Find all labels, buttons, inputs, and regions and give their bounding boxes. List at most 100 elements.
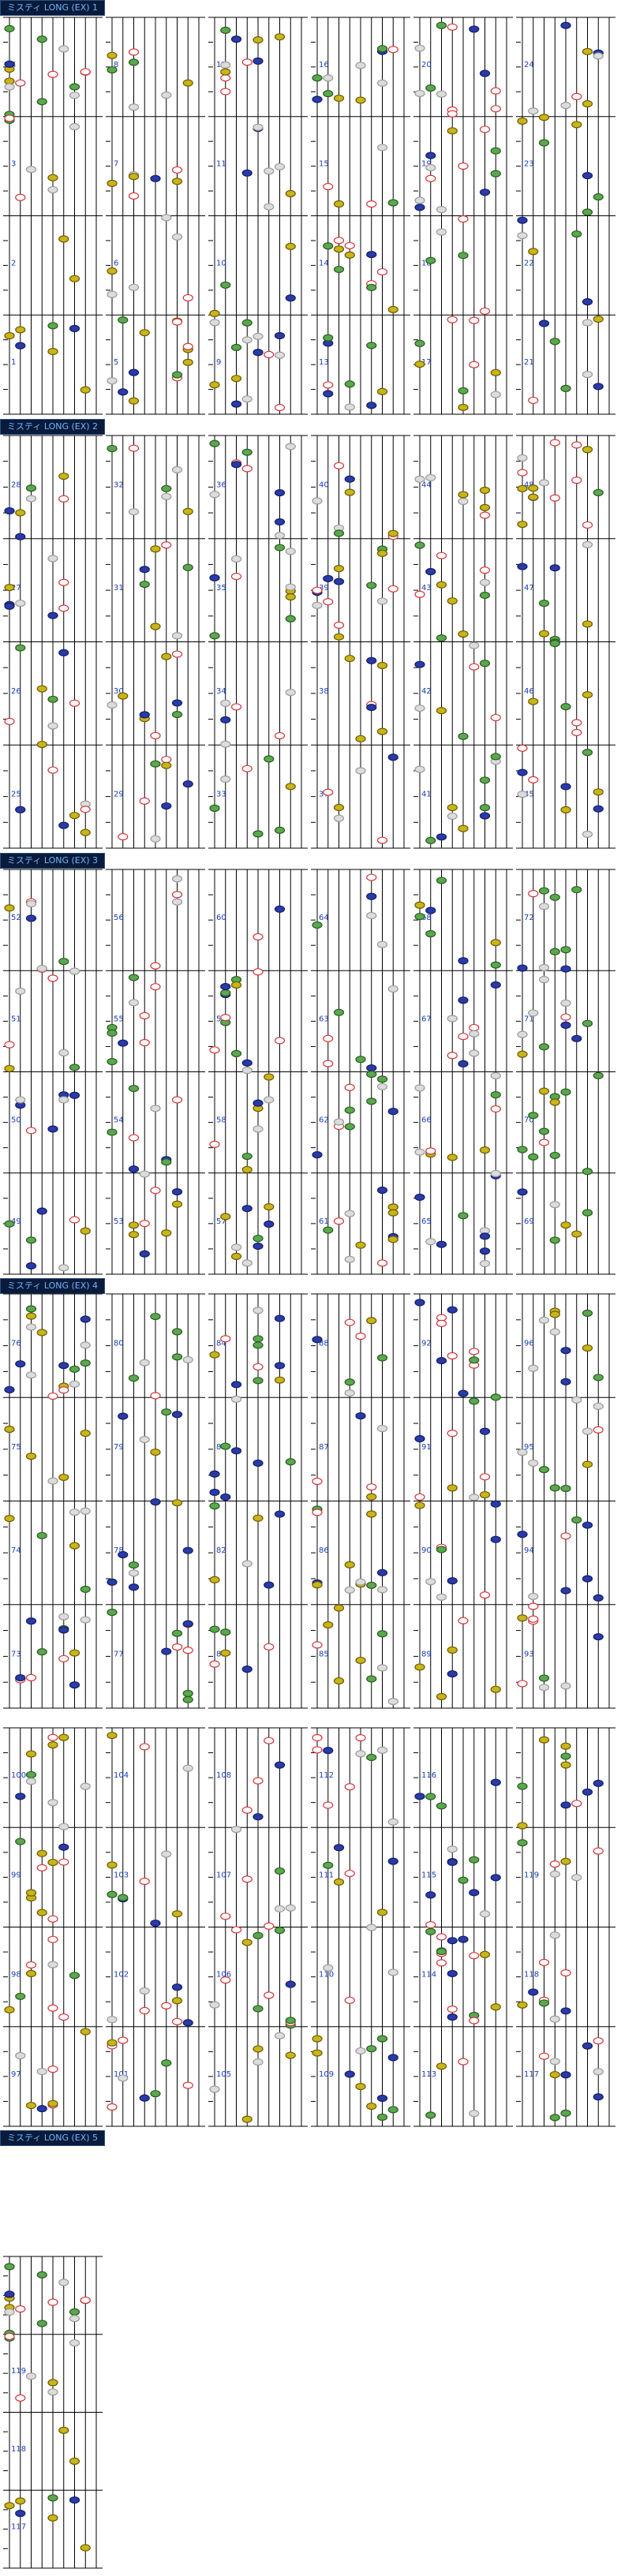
red-ring-note — [230, 1926, 242, 1934]
blue-note — [58, 1843, 69, 1851]
yellow-note — [517, 484, 528, 492]
red-ring-note — [47, 1935, 58, 1943]
red-ring-note — [69, 699, 80, 707]
red-ring-note — [344, 1083, 355, 1091]
red-ring-note — [25, 1673, 37, 1682]
yellow-note — [264, 1073, 275, 1081]
gray-note — [107, 377, 118, 385]
blue-note — [582, 2042, 593, 2050]
blue-note — [560, 783, 571, 791]
red-ring-note — [344, 1869, 355, 1878]
score-column: 89 90 91 92 — [413, 1293, 513, 1709]
green-note — [220, 989, 231, 997]
yellow-note — [528, 697, 539, 705]
gray-note — [80, 1341, 91, 1349]
red-ring-note — [528, 890, 539, 898]
measure-label: 27 — [11, 584, 21, 593]
yellow-note — [230, 375, 242, 383]
yellow-note — [69, 1649, 80, 1657]
gray-note — [220, 699, 231, 707]
measure-label: 118 — [11, 2445, 26, 2454]
green-note — [230, 1049, 242, 1057]
gray-note — [264, 203, 275, 211]
blue-note — [436, 833, 447, 841]
yellow-note — [355, 1656, 366, 1665]
blue-note — [274, 1510, 286, 1518]
green-note — [560, 703, 571, 711]
blue-note — [560, 1587, 571, 1595]
red-ring-note — [490, 1105, 501, 1113]
yellow-note — [25, 1453, 37, 1460]
yellow-note — [80, 1227, 91, 1235]
green-note — [323, 1226, 334, 1234]
measure-label: 102 — [114, 1971, 129, 1980]
red-ring-note — [264, 1737, 275, 1744]
measure-label: 57 — [216, 1217, 226, 1226]
yellow-note — [274, 33, 286, 41]
yellow-note — [161, 1229, 172, 1237]
gray-note — [139, 1436, 150, 1444]
blue-note — [150, 174, 161, 182]
yellow-note — [80, 828, 91, 836]
green-note — [333, 1008, 345, 1016]
gray-note — [355, 1750, 366, 1758]
gray-note — [528, 1009, 539, 1017]
score-column: 117 118 119 — [516, 1727, 615, 2127]
blue-note — [15, 342, 26, 350]
red-ring-note — [58, 495, 69, 503]
yellow-note — [333, 803, 345, 812]
green-note — [593, 1374, 604, 1381]
red-ring-note — [344, 241, 355, 249]
yellow-note — [517, 117, 528, 125]
yellow-note — [376, 661, 388, 670]
red-ring-note — [479, 511, 491, 519]
green-note — [538, 1466, 550, 1474]
blue-note — [582, 1575, 593, 1583]
green-note — [560, 2109, 571, 2117]
yellow-note — [15, 2497, 26, 2505]
blue-note — [593, 1779, 604, 1787]
measure-label: 31 — [114, 584, 124, 593]
measure-label: 29 — [114, 791, 124, 799]
measure-label: 40 — [319, 480, 329, 489]
gray-note — [69, 1380, 80, 1388]
yellow-note — [436, 707, 447, 715]
score-column: 21 22 23 24 — [516, 17, 615, 415]
gray-note — [58, 1264, 69, 1272]
gray-note — [69, 1509, 80, 1516]
yellow-note — [376, 727, 388, 735]
blue-note — [171, 1187, 183, 1196]
green-note — [25, 1770, 37, 1779]
green-note — [366, 1753, 377, 1762]
yellow-note — [312, 2035, 323, 2043]
blue-note — [150, 1498, 161, 1506]
gray-note — [25, 2372, 37, 2380]
section-title-2: ミスティ LONG (EX) 2 — [0, 419, 106, 435]
red-ring-note — [25, 1127, 37, 1135]
red-ring-note — [15, 2394, 26, 2402]
green-note — [517, 1839, 528, 1847]
measure-label: 37 — [319, 791, 329, 799]
blue-note — [253, 1099, 264, 1107]
green-note — [253, 1235, 264, 1243]
yellow-note — [4, 1425, 15, 1434]
gray-note — [490, 1169, 501, 1178]
gray-note — [376, 597, 388, 605]
green-note — [538, 600, 550, 608]
red-ring-note — [312, 1733, 323, 1742]
blue-note — [274, 905, 286, 913]
green-note — [107, 1608, 118, 1617]
yellow-note — [436, 1692, 447, 1700]
red-ring-note — [171, 318, 183, 326]
red-ring-note — [58, 1654, 69, 1662]
blue-note — [285, 1980, 296, 1988]
yellow-note — [549, 1310, 560, 1318]
gray-note — [80, 1782, 91, 1790]
red-ring-note — [4, 2332, 15, 2340]
green-note — [150, 1312, 161, 1321]
yellow-note — [128, 173, 140, 181]
green-note — [312, 921, 323, 929]
green-note — [376, 45, 388, 53]
red-ring-note — [209, 1046, 220, 1054]
blue-note — [387, 753, 398, 761]
